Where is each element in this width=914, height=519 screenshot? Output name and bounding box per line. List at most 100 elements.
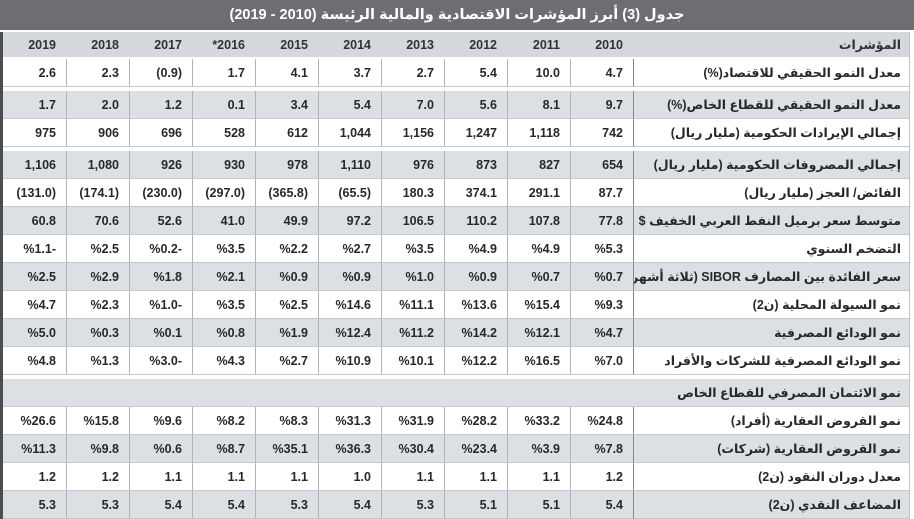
value-cell: %24.8 [570, 407, 633, 435]
table-row: %4.7 %2.3 %1.0- %3.5 %2.5 %14.6 %11.1 %13.6 %15.… [3, 291, 909, 319]
value-cell: 0.1 [192, 91, 255, 119]
row-label: الفائض/ العجز (مليار ريال) [633, 179, 909, 207]
year-header: 2010 [570, 32, 633, 59]
table-title: جدول (3) أبرز المؤشرات الاقتصادية والمال… [0, 0, 914, 30]
value-cell: 4.1 [255, 59, 318, 87]
value-cell: %1.8 [129, 263, 192, 291]
value-cell: 2.0 [66, 91, 129, 119]
value-cell: %0.2- [129, 235, 192, 263]
value-cell: 1.1 [192, 463, 255, 491]
row-label: نمو الودائع المصرفية [633, 319, 909, 347]
value-cell: %4.8 [3, 347, 66, 375]
value-cell: %1.0 [381, 263, 444, 291]
value-cell: 5.4 [192, 491, 255, 519]
value-cell: 930 [192, 151, 255, 179]
row-label: إجمالي المصروفات الحكومية (مليار ريال) [633, 151, 909, 179]
table-row: (131.0) (174.1) (230.0) (297.0) (365.8) (65.5… [3, 179, 909, 207]
row-label: نمو القروض العقارية (شركات) [633, 435, 909, 463]
value-cell: %11.2 [381, 319, 444, 347]
value-cell: 3.7 [318, 59, 381, 87]
value-cell: 1.1 [381, 463, 444, 491]
value-cell: %33.2 [507, 407, 570, 435]
value-cell: 41.0 [192, 207, 255, 235]
value-cell: 1,247 [444, 119, 507, 147]
value-cell: 7.0 [381, 91, 444, 119]
value-cell: 3.4 [255, 91, 318, 119]
value-cell: 374.1 [444, 179, 507, 207]
value-cell: 696 [129, 119, 192, 147]
value-cell: 10.0 [507, 59, 570, 87]
value-cell: 975 [3, 119, 66, 147]
value-cell: %2.7 [318, 235, 381, 263]
value-cell: %7.0 [570, 347, 633, 375]
value-cell: %4.7 [570, 319, 633, 347]
value-cell: 77.8 [570, 207, 633, 235]
value-cell: 1,156 [381, 119, 444, 147]
value-cell: 9.7 [570, 91, 633, 119]
value-cell: 5.3 [381, 491, 444, 519]
value-cell: 107.8 [507, 207, 570, 235]
table-row: 1.7 2.0 1.2 0.1 3.4 5.4 7.0 5.6 8.1 9.7 معدل النمو… [3, 91, 909, 119]
table-row: %26.6 %15.8 %9.6 %8.2 %8.3 %31.3 %31.9 %28.2 %33… [3, 407, 909, 435]
table-row: %2.5 %2.9 %1.8 %2.1 %0.9 %0.9 %1.0 %0.9 %0.7 %0.7… [3, 263, 909, 291]
value-cell: 976 [381, 151, 444, 179]
section-header-row: نمو الائتمان المصرفي للقطاع الخاص [3, 379, 909, 407]
value-cell: %0.9 [255, 263, 318, 291]
table-row: %5.0 %0.3 %0.1 %0.8 %1.9 %12.4 %11.2 %14.2 %12.1… [3, 319, 909, 347]
value-cell: 180.3 [381, 179, 444, 207]
value-cell: %2.9 [66, 263, 129, 291]
value-cell: 873 [444, 151, 507, 179]
value-cell: 5.3 [3, 491, 66, 519]
value-cell: %9.6 [129, 407, 192, 435]
value-cell: (230.0) [129, 179, 192, 207]
table-row: 975 906 696 528 612 1,044 1,156 1,247 1,118 742 إج… [3, 119, 909, 147]
value-cell: %0.8 [192, 319, 255, 347]
value-cell: 291.1 [507, 179, 570, 207]
value-cell: %15.8 [66, 407, 129, 435]
value-cell: %36.3 [318, 435, 381, 463]
value-cell: (365.8) [255, 179, 318, 207]
value-cell: %16.5 [507, 347, 570, 375]
value-cell: 926 [129, 151, 192, 179]
value-cell: 1.7 [3, 91, 66, 119]
value-cell: %0.9 [318, 263, 381, 291]
value-cell: %0.1 [129, 319, 192, 347]
table-row: 5.3 5.3 5.4 5.4 5.3 5.4 5.3 5.1 5.1 5.4 المضاعف ال… [3, 491, 909, 519]
table-row: %11.3 %9.8 %0.6 %8.7 %35.1 %36.3 %30.4 %23.4 %3.… [3, 435, 909, 463]
value-cell: (297.0) [192, 179, 255, 207]
value-cell: 4.7 [570, 59, 633, 87]
value-cell: %8.7 [192, 435, 255, 463]
year-header: 2011 [507, 32, 570, 59]
value-cell: %3.5 [192, 291, 255, 319]
value-cell: %2.5 [3, 263, 66, 291]
value-cell: %3.9 [507, 435, 570, 463]
value-cell: 5.4 [129, 491, 192, 519]
value-cell: 1.2 [66, 463, 129, 491]
value-cell: 60.8 [3, 207, 66, 235]
table-frame: 2019 2018 2017 *2016 2015 2014 2013 2012 2011 201… [0, 32, 910, 519]
row-label: معدل دوران النقود (ن2) [633, 463, 909, 491]
year-header: 2014 [318, 32, 381, 59]
value-cell: 1,044 [318, 119, 381, 147]
indicators-table: 2019 2018 2017 *2016 2015 2014 2013 2012 2011 201… [3, 32, 909, 519]
value-cell: 70.6 [66, 207, 129, 235]
value-cell: %8.2 [192, 407, 255, 435]
value-cell: 528 [192, 119, 255, 147]
year-header: *2016 [192, 32, 255, 59]
value-cell: %28.2 [444, 407, 507, 435]
row-spacer [3, 87, 909, 91]
value-cell: %4.7 [3, 291, 66, 319]
value-cell: 1.7 [192, 59, 255, 87]
value-cell: 97.2 [318, 207, 381, 235]
value-cell: 5.1 [444, 491, 507, 519]
row-spacer [3, 375, 909, 379]
year-header: 2015 [255, 32, 318, 59]
value-cell: (0.9) [129, 59, 192, 87]
value-cell: %1.9 [255, 319, 318, 347]
section-label: نمو الائتمان المصرفي للقطاع الخاص [3, 379, 909, 407]
value-cell: %8.3 [255, 407, 318, 435]
value-cell: (131.0) [3, 179, 66, 207]
value-cell: %10.9 [318, 347, 381, 375]
year-header: 2017 [129, 32, 192, 59]
value-cell: %7.8 [570, 435, 633, 463]
